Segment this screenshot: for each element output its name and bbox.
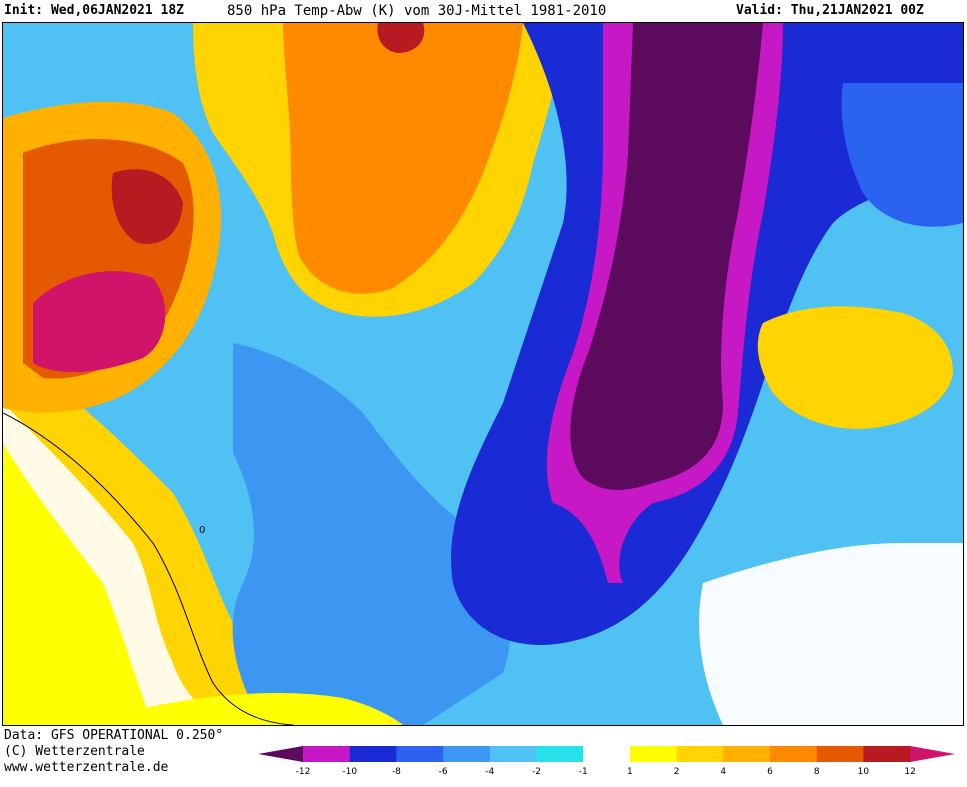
legend-tick-label: -12 (296, 767, 311, 777)
legend-swatch (629, 746, 678, 762)
legend-swatch (723, 746, 771, 762)
mild-region-southeast (699, 543, 963, 725)
valid-time-label: Valid: Thu,21JAN2021 00Z (736, 3, 924, 18)
legend-tick-label: -8 (392, 767, 401, 777)
legend-swatch (816, 746, 864, 762)
legend-tick-label: 2 (674, 767, 680, 777)
legend-swatch (396, 746, 444, 762)
legend-swatch (443, 746, 491, 762)
legend-swatch (863, 746, 911, 762)
anomaly-map-canvas: 0 (3, 23, 963, 725)
color-legend: -12 -10 -8 -6 -4 -2 -1 1 2 4 6 8 10 12 (258, 746, 958, 782)
warm-core-canada (33, 271, 166, 373)
warm-region-greenland-inner (283, 23, 523, 294)
warm-region-east (757, 306, 953, 429)
yellow-band-south (3, 443, 153, 725)
map-title: 850 hPa Temp-Abw (K) vom 30J-Mittel 1981… (227, 3, 607, 19)
color-legend-canvas: -12 -10 -8 -6 -4 -2 -1 1 2 4 6 8 10 12 (258, 746, 956, 777)
legend-swatch (536, 746, 584, 762)
warm-core-greenland (377, 23, 425, 53)
legend-tick-label: -1 (579, 767, 588, 777)
legend-tick-label: -2 (532, 767, 541, 777)
warm-strip-south (123, 693, 403, 725)
cold-region-northeast (841, 83, 963, 227)
legend-arrow-high (910, 746, 956, 762)
legend-tick-label: -6 (439, 767, 448, 777)
legend-tick-label: 4 (720, 767, 726, 777)
legend-swatch (303, 746, 351, 762)
cold-belt-atlantic (232, 343, 511, 725)
legend-swatch (349, 746, 397, 762)
website-link[interactable]: www.wetterzentrale.de (4, 760, 169, 775)
legend-arrow-low (258, 746, 303, 762)
legend-swatch (770, 746, 818, 762)
legend-swatch (676, 746, 724, 762)
data-source-label: Data: GFS OPERATIONAL 0.250° (4, 728, 224, 743)
contour-label: 0 (199, 525, 205, 536)
warm-core-canada-north (111, 169, 183, 244)
header-bar: Init: Wed,06JAN2021 18Z 850 hPa Temp-Abw… (0, 0, 967, 22)
legend-tick-label: 8 (814, 767, 820, 777)
legend-tick-label: 10 (858, 767, 870, 777)
footer: Data: GFS OPERATIONAL 0.250° (C) Wetterz… (0, 726, 967, 787)
legend-tick-label: 12 (904, 767, 915, 777)
legend-tick-label: 1 (627, 767, 633, 777)
copyright-label: (C) Wetterzentrale (4, 744, 145, 759)
init-time-label: Init: Wed,06JAN2021 18Z (4, 3, 185, 18)
anomaly-map: 0 (2, 22, 964, 726)
legend-tick-label: 6 (767, 767, 773, 777)
legend-tick-label: -4 (485, 767, 494, 777)
cold-core-europe (570, 23, 763, 490)
legend-swatch (583, 746, 631, 762)
legend-swatch (489, 746, 537, 762)
zero-contour-line (3, 412, 294, 725)
legend-tick-label: -10 (342, 767, 357, 777)
